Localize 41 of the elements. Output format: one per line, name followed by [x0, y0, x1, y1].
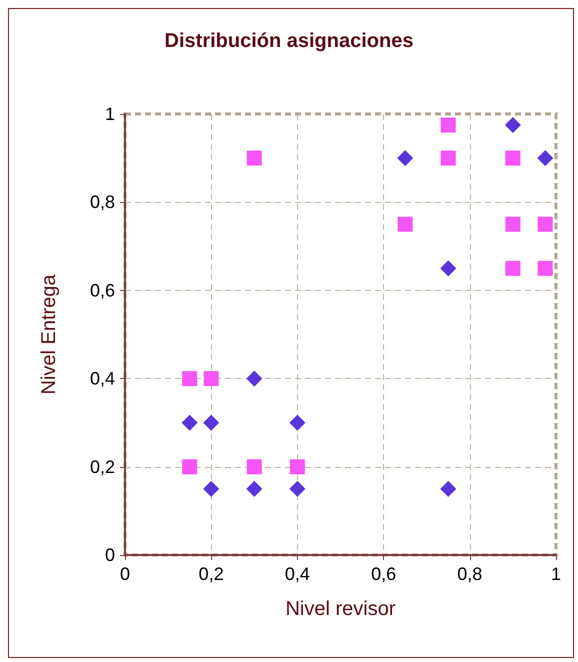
y-tick-label: 0,4 [90, 368, 115, 389]
y-axis-title: Nivel Entrega [38, 274, 60, 395]
x-axis-title: Nivel revisor [285, 598, 396, 620]
point [204, 371, 219, 386]
x-tick-label: 0,4 [284, 564, 310, 584]
point [246, 459, 262, 474]
y-tick-label: 1 [104, 104, 115, 124]
x-tick-label: 1 [550, 564, 562, 584]
point [504, 117, 521, 134]
point [289, 414, 306, 431]
point [398, 216, 413, 232]
y-tick-label: 0,6 [90, 280, 115, 300]
point [246, 150, 262, 166]
point [289, 480, 306, 497]
point [538, 216, 553, 232]
point [182, 459, 198, 474]
point [246, 480, 262, 497]
point [505, 150, 520, 166]
point [246, 370, 262, 387]
x-tick-label: 0,6 [371, 564, 396, 584]
point [538, 260, 553, 276]
point [182, 371, 198, 386]
point [440, 260, 456, 276]
point [505, 260, 520, 276]
point [290, 459, 305, 474]
point [203, 480, 220, 497]
y-tick-label: 0 [104, 545, 115, 565]
point [397, 150, 414, 166]
point [203, 414, 220, 431]
x-tick-label: 0,2 [198, 564, 224, 584]
point [505, 216, 520, 232]
chart-title: Distribución asignaciones [164, 30, 414, 52]
y-tick-label: 0,8 [90, 192, 115, 212]
y-tick-label: 0,2 [90, 456, 115, 477]
point [440, 150, 456, 166]
point [440, 480, 456, 497]
point [537, 150, 554, 166]
point [440, 118, 456, 133]
point [182, 414, 198, 431]
x-tick-label: 0,8 [457, 564, 482, 584]
x-tick-label: 0 [120, 564, 130, 584]
